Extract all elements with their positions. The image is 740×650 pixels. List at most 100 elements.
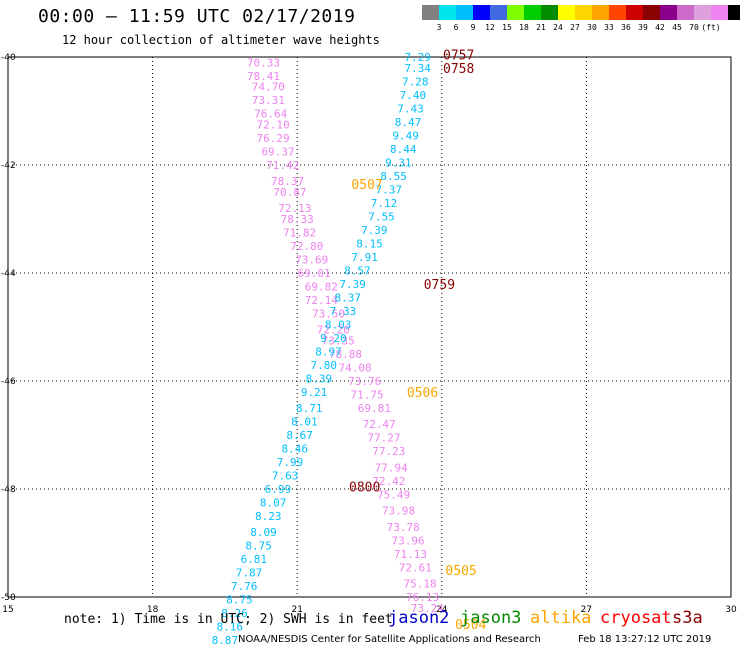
x-tick-label: 21 <box>291 605 302 615</box>
wave-height-label: 73.76 <box>348 375 381 388</box>
x-tick-label: 24 <box>436 605 448 615</box>
wave-height-label: 7.33 <box>330 305 357 318</box>
color-swatch <box>660 5 677 20</box>
wave-height-label: 73.69 <box>295 254 328 267</box>
wave-height-label: 8.97 <box>315 345 342 358</box>
color-swatch <box>558 5 575 20</box>
wave-height-label: 75.18 <box>404 578 437 591</box>
color-swatch <box>609 5 626 20</box>
wave-height-label: 7.34 <box>404 62 431 75</box>
credit-line: NOAA/NESDIS Center for Satellite Applica… <box>238 634 541 645</box>
color-swatch <box>694 5 711 20</box>
wave-height-label: 8.37 <box>335 291 362 304</box>
wave-height-label: 73.98 <box>382 505 415 518</box>
wave-height-label: 73.50 <box>312 308 345 321</box>
wave-height-label: 69.81 <box>358 402 391 415</box>
wave-height-label: 7.91 <box>351 251 378 264</box>
wave-height-label: 9.31 <box>385 156 412 169</box>
wave-height-label: 77.94 <box>375 461 408 474</box>
color-scale-label: 30 <box>587 23 597 32</box>
wave-height-label: 74.70 <box>252 81 285 94</box>
color-scale-label: 45 <box>672 23 682 32</box>
wave-height-label: 72.80 <box>290 240 323 253</box>
wave-height-label: 8.07 <box>260 497 287 510</box>
wave-height-label: 8.46 <box>282 443 309 456</box>
wave-height-label: 72.20 <box>317 324 350 337</box>
wave-height-label: 9.21 <box>301 386 328 399</box>
wave-height-label: 8.15 <box>356 237 383 250</box>
wave-height-label: 72.13 <box>278 202 311 215</box>
wave-height-label: 69.37 <box>261 146 294 159</box>
wave-height-label: 6.99 <box>265 483 292 496</box>
wave-height-label: 7.29 <box>404 51 431 64</box>
wave-height-label: 70.87 <box>273 186 306 199</box>
color-scale-label: 42 <box>655 23 665 32</box>
color-swatch <box>507 5 524 20</box>
wave-height-label: 9.49 <box>392 129 419 142</box>
color-scale-label: 24 <box>553 23 563 32</box>
wave-height-label: 71.42 <box>266 159 299 172</box>
wave-height-label: 7.55 <box>368 210 395 223</box>
wave-height-label: 72.14 <box>305 294 338 307</box>
wave-height-label: 7.28 <box>402 75 429 88</box>
color-scale-label: 70 <box>689 23 699 32</box>
color-swatch <box>711 5 728 20</box>
wave-height-label: 8.75 <box>226 594 253 607</box>
wave-height-label: 71.13 <box>394 548 427 561</box>
color-scale-label: 33 <box>604 23 614 32</box>
wave-height-label: 8.01 <box>291 416 318 429</box>
wave-height-label: 73.96 <box>391 534 424 547</box>
wave-height-label: 8.39 <box>306 372 333 385</box>
wave-height-label: 8.26 <box>221 607 248 620</box>
color-swatch <box>473 5 490 20</box>
pass-time-label: 0507 <box>351 178 382 193</box>
y-tick-label: -42 <box>1 161 16 171</box>
color-scale-label: 27 <box>570 23 580 32</box>
color-scale-label: 36 <box>621 23 631 32</box>
wave-height-label: 8.75 <box>245 540 272 553</box>
pass-time-label: 0758 <box>443 62 474 77</box>
wave-height-label: 7.39 <box>339 278 366 291</box>
wave-height-label: 7.80 <box>310 359 337 372</box>
wave-height-label: 7.39 <box>361 224 388 237</box>
legend-item-jason3: jason3 <box>460 608 522 628</box>
color-swatch <box>592 5 609 20</box>
pass-time-label: 0759 <box>424 278 455 293</box>
map-title: 00:00 – 11:59 UTC 02/17/2019 <box>38 6 356 27</box>
color-scale-label: 12 <box>485 23 495 32</box>
wave-height-label: 71.82 <box>283 227 316 240</box>
wave-height-label: 73.24 <box>411 602 444 615</box>
footnote: note: 1) Time is in UTC; 2) SWH is in fe… <box>64 612 393 627</box>
wave-height-label: 72.10 <box>257 119 290 132</box>
wave-height-label: 8.23 <box>255 510 282 523</box>
wave-height-label: 8.09 <box>250 526 277 539</box>
wave-height-label: 7.76 <box>231 580 258 593</box>
x-tick-label: 30 <box>725 605 737 615</box>
wave-height-label: 78.33 <box>281 213 314 226</box>
wave-height-label: 8.47 <box>395 116 422 129</box>
wave-height-label: 69.82 <box>305 281 338 294</box>
legend-item-altika: altika <box>530 608 592 628</box>
wave-height-label: 7.37 <box>376 183 403 196</box>
wave-height-label: 7.87 <box>236 567 263 580</box>
color-scale-label: 3 <box>436 23 442 32</box>
wave-height-label: 74.08 <box>338 362 371 375</box>
color-scale-label: (ft) <box>701 23 721 32</box>
wave-height-label: 73.78 <box>387 521 420 534</box>
map-subtitle: 12 hour collection of altimeter wave hei… <box>62 33 380 47</box>
pass-time-label: 0504 <box>455 618 486 633</box>
wave-height-label: 8.44 <box>390 143 417 156</box>
legend-item-jason2: jason2 <box>388 608 450 628</box>
wave-height-label: 7.40 <box>400 89 427 102</box>
x-tick-label: 15 <box>2 605 13 615</box>
wave-height-label: 8.55 <box>380 170 407 183</box>
wave-height-label: 8.16 <box>216 621 243 634</box>
wave-height-label: 77.27 <box>367 432 400 445</box>
wave-height-label: 7.12 <box>371 197 398 210</box>
wave-height-label: 73.31 <box>252 94 285 107</box>
wave-height-label: 8.03 <box>325 318 352 331</box>
wave-height-label: 8.71 <box>296 402 323 415</box>
wave-height-label: 7.43 <box>397 102 424 115</box>
pass-time-label: 0757 <box>443 48 474 63</box>
